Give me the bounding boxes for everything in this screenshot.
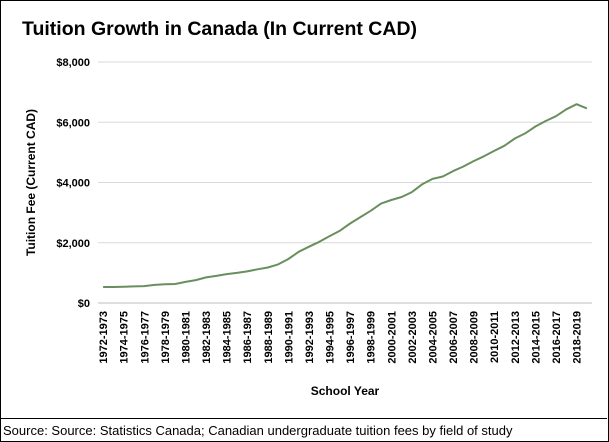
x-tick-label: 2004-2005 [427,311,439,364]
x-tick-label: 1998-1999 [366,311,378,364]
x-tick-label: 1994-1995 [325,311,337,364]
x-tick-label: 2014-2015 [530,311,542,364]
x-tick-label: 2008-2009 [469,311,481,364]
source-note: Source: Source: Statistics Canada; Canad… [3,423,513,438]
x-tick-label: 1976-1977 [139,311,151,364]
x-tick-label: 2006-2007 [448,311,460,364]
x-tick-label: 1980-1981 [180,311,192,364]
x-tick-label: 2002-2003 [407,311,419,364]
y-tick-label: $6,000 [56,117,90,129]
x-tick-label: 1992-1993 [304,311,316,364]
y-tick-label: $8,000 [56,57,90,69]
chart-title: Tuition Growth in Canada (In Current CAD… [22,18,418,40]
x-tick-label: 1988-1989 [263,311,275,364]
y-tick-label: $4,000 [56,178,90,190]
x-tick-label: 1974-1975 [119,311,131,364]
x-tick-label: 1986-1987 [242,311,254,364]
source-divider [0,418,607,419]
x-tick-label: 1996-1997 [345,311,357,364]
y-tick-label: $0 [78,298,90,310]
series-line [103,103,588,288]
x-tick-label: 2000-2001 [386,311,398,364]
x-tick-label: 2016-2017 [551,311,563,364]
x-tick-label: 2012-2013 [510,311,522,364]
x-axis-title: School Year [311,384,380,398]
y-tick-label: $2,000 [56,238,90,250]
x-tick-label: 1972-1973 [98,311,110,364]
x-tick-label: 1984-1985 [222,311,234,364]
x-tick-label: 1982-1983 [201,311,213,364]
y-axis-title: Tuition Fee (Current CAD) [24,109,38,256]
x-tick-label: 1978-1979 [160,311,172,364]
x-tick-label: 1990-1991 [283,311,295,364]
x-tick-label: 2018-2019 [572,311,584,364]
x-tick-label: 2010-2011 [489,311,501,363]
